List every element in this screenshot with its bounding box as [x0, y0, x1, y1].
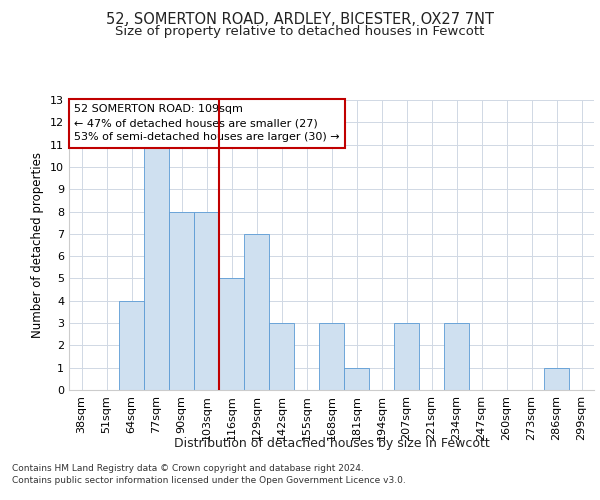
Text: Contains public sector information licensed under the Open Government Licence v3: Contains public sector information licen… [12, 476, 406, 485]
Text: Distribution of detached houses by size in Fewcott: Distribution of detached houses by size … [173, 438, 490, 450]
Bar [219, 278, 244, 390]
Bar [144, 144, 169, 390]
Text: 52, SOMERTON ROAD, ARDLEY, BICESTER, OX27 7NT: 52, SOMERTON ROAD, ARDLEY, BICESTER, OX2… [106, 12, 494, 28]
Bar [319, 323, 344, 390]
Text: Size of property relative to detached houses in Fewcott: Size of property relative to detached ho… [115, 25, 485, 38]
Text: 52 SOMERTON ROAD: 109sqm
← 47% of detached houses are smaller (27)
53% of semi-d: 52 SOMERTON ROAD: 109sqm ← 47% of detach… [74, 104, 340, 142]
Bar [194, 212, 219, 390]
Bar [394, 323, 419, 390]
Bar [544, 368, 569, 390]
Bar [444, 323, 469, 390]
Y-axis label: Number of detached properties: Number of detached properties [31, 152, 44, 338]
Bar [169, 212, 194, 390]
Bar [119, 301, 144, 390]
Bar [269, 323, 294, 390]
Text: Contains HM Land Registry data © Crown copyright and database right 2024.: Contains HM Land Registry data © Crown c… [12, 464, 364, 473]
Bar [344, 368, 369, 390]
Bar [244, 234, 269, 390]
